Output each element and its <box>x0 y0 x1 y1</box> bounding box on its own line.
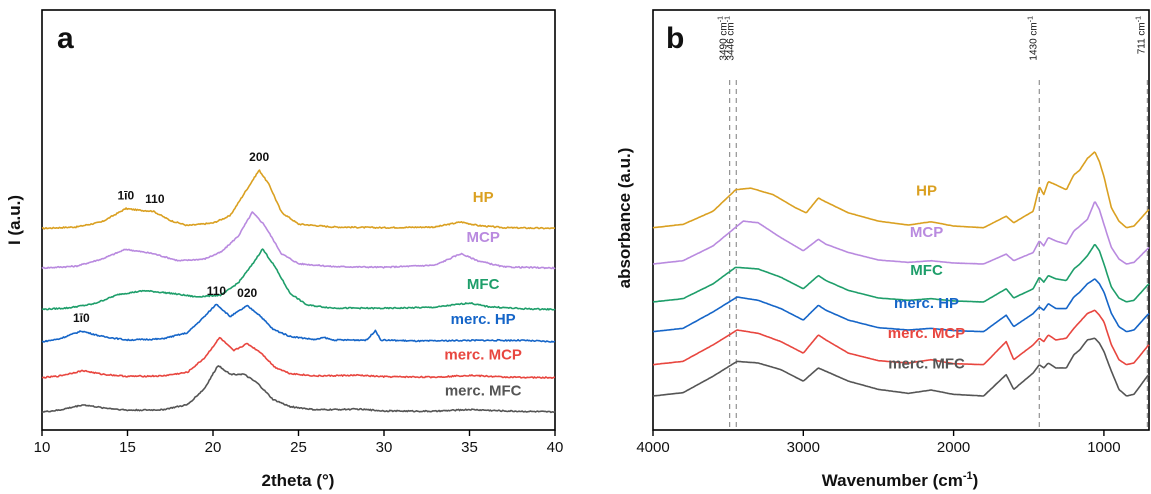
series-label-merc-mfc: merc. MFC <box>445 382 522 399</box>
series-line-hp <box>652 151 1150 229</box>
series-label-mfc: MFC <box>910 262 943 279</box>
series-line-mfc <box>652 244 1150 303</box>
curves-a <box>41 169 556 414</box>
reference-label-1430-main: 1430 cm <box>1028 22 1039 60</box>
series-line-hp <box>41 169 556 230</box>
x-ticks-a: 10 15 20 25 30 35 40 <box>34 430 564 456</box>
series-line-mcp <box>652 201 1150 265</box>
plot-frame-b <box>652 9 1150 431</box>
peak-annotation-0: 1ī0 <box>117 189 134 203</box>
reference-label-3490-sup: -1 <box>718 16 725 22</box>
series-label-mfc: MFC <box>467 276 500 293</box>
reference-label-3446-main: 3446 cm <box>725 22 736 60</box>
plot-frame-a <box>41 9 556 431</box>
series-line-merc-hp <box>41 303 556 343</box>
panel-letter-a: a <box>57 22 74 55</box>
series-labels-a: HP MCP MFC merc. HP merc. MCP merc. MFC <box>444 189 522 399</box>
reference-label-3490-main: 3490 cm <box>719 22 730 60</box>
series-label-hp: HP <box>473 189 494 206</box>
series-label-merc-hp: merc. HP <box>894 295 959 312</box>
series-label-mcp: MCP <box>910 224 943 241</box>
series-label-merc-hp: merc. HP <box>451 311 516 328</box>
x-axis-title-a: 2theta (°) <box>262 471 335 490</box>
peak-annotations-a: 1ī0 110 200 110 020 1ī0 <box>73 150 270 325</box>
series-line-merc-hp <box>652 278 1150 333</box>
peak-annotation-4: 020 <box>237 286 257 300</box>
panel-letter-b: b <box>666 22 684 55</box>
series-label-hp: HP <box>916 182 937 199</box>
x-tick-label-10: 10 <box>34 439 51 456</box>
panel-b: b Wavenumber (cm-1) absorbance (a.u.) 40… <box>615 9 1150 490</box>
y-axis-title-a: I (a.u.) <box>5 195 24 245</box>
reference-label-1430: 1430 cm-1 <box>1027 16 1039 61</box>
x-ticks-b: 4000 3000 2000 1000 <box>636 430 1121 456</box>
reference-label-3490: 3490 cm-1 <box>718 16 730 61</box>
x-tick-label-40: 40 <box>547 439 564 456</box>
series-line-mcp <box>41 211 556 270</box>
y-axis-title-b: absorbance (a.u.) <box>615 148 634 289</box>
series-line-merc-mfc <box>41 365 556 414</box>
x-tick-label-2000: 2000 <box>937 439 970 456</box>
panel-a: a 2theta (°) I (a.u.) 10 15 20 25 30 35 40 HP M… <box>5 9 564 490</box>
x-tick-label-3000: 3000 <box>787 439 820 456</box>
series-line-mfc <box>41 248 556 311</box>
x-axis-title-b-main: Wavenumber (cm <box>822 471 963 490</box>
x-tick-label-35: 35 <box>461 439 478 456</box>
series-label-merc-mcp: merc. MCP <box>888 325 966 342</box>
x-tick-label-1000: 1000 <box>1087 439 1120 456</box>
reference-label-711-main: 711 cm <box>1136 22 1147 54</box>
reference-label-3446: 3446 cm-1 <box>724 16 736 61</box>
x-tick-label-20: 20 <box>205 439 222 456</box>
peak-annotation-5: 1ī0 <box>73 311 90 325</box>
x-axis-title-b-tail: ) <box>973 471 979 490</box>
x-axis-title-b-sup: -1 <box>963 470 973 482</box>
x-tick-label-30: 30 <box>376 439 393 456</box>
reference-label-3446-sup: -1 <box>724 16 731 22</box>
series-line-merc-mcp <box>41 336 555 379</box>
peak-annotation-2: 200 <box>249 150 269 164</box>
series-label-merc-mfc: merc. MFC <box>888 356 965 373</box>
series-label-merc-mcp: merc. MCP <box>444 346 522 363</box>
series-line-merc-mcp <box>652 309 1150 366</box>
reference-label-711: 711 cm-1 <box>1135 16 1147 54</box>
reference-label-1430-sup: -1 <box>1027 16 1034 22</box>
x-tick-label-25: 25 <box>290 439 307 456</box>
peak-annotation-3: 110 <box>207 284 227 298</box>
series-line-merc-mfc <box>652 337 1150 397</box>
peak-annotation-1: 110 <box>145 192 165 206</box>
x-axis-title-b: Wavenumber (cm-1) <box>822 470 979 490</box>
series-label-mcp: MCP <box>467 229 500 246</box>
x-tick-label-15: 15 <box>119 439 136 456</box>
x-tick-label-4000: 4000 <box>636 439 669 456</box>
reference-label-711-sup: -1 <box>1135 16 1142 22</box>
series-labels-b: HP MCP MFC merc. HP merc. MCP merc. MFC <box>888 182 966 372</box>
curves-b <box>652 151 1150 397</box>
